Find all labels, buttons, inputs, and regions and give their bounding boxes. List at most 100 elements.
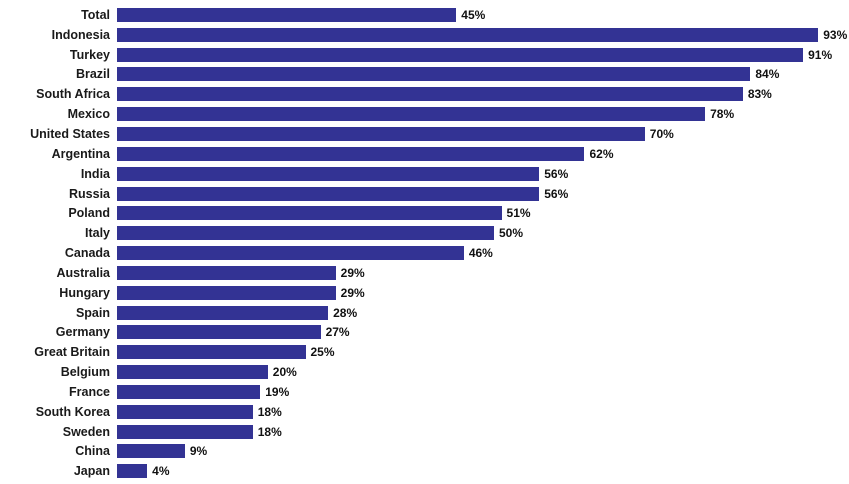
- bar: [117, 305, 329, 320]
- bar-track: 93%: [117, 27, 849, 42]
- value-label: 56%: [544, 186, 569, 201]
- bar: [117, 464, 148, 479]
- bar: [117, 246, 464, 261]
- bar: [117, 226, 494, 241]
- bar: [117, 47, 804, 62]
- category-label: United States: [30, 126, 110, 141]
- bar-row: Hungary 29%: [0, 283, 849, 303]
- category-label: Sweden: [62, 424, 110, 439]
- bar: [117, 325, 321, 340]
- bar: [117, 27, 819, 42]
- bar: [117, 365, 268, 380]
- bar: [117, 285, 336, 300]
- bar: [117, 87, 743, 102]
- category-label: Total: [81, 7, 110, 22]
- value-label: 18%: [257, 404, 282, 419]
- bar-row: France 19%: [0, 382, 849, 402]
- bar-track: 62%: [117, 146, 849, 161]
- bar: [117, 7, 457, 22]
- value-label: 91%: [808, 47, 833, 62]
- bar: [117, 444, 185, 459]
- bar-row: South Africa 83%: [0, 84, 849, 104]
- bar: [117, 126, 645, 141]
- bar-track: 25%: [117, 345, 849, 360]
- bar-track: 51%: [117, 206, 849, 221]
- value-label: 84%: [755, 67, 780, 82]
- bar-row: Canada 46%: [0, 243, 849, 263]
- category-label: Brazil: [75, 67, 110, 82]
- category-label: Spain: [75, 305, 110, 320]
- bar: [117, 345, 306, 360]
- bar: [117, 67, 751, 82]
- bar-row: Brazil 84%: [0, 65, 849, 85]
- category-label: Mexico: [67, 107, 110, 122]
- value-label: 19%: [265, 384, 290, 399]
- bar-track: 18%: [117, 404, 849, 419]
- value-label: 46%: [468, 246, 493, 261]
- bar-row: Spain 28%: [0, 303, 849, 323]
- category-label: India: [80, 166, 110, 181]
- bar-track: 20%: [117, 365, 849, 380]
- value-label: 29%: [340, 285, 365, 300]
- bar-row: Belgium 20%: [0, 362, 849, 382]
- category-label: Great Britain: [34, 345, 110, 360]
- bar-track: 9%: [117, 444, 849, 459]
- bar-row: Mexico 78%: [0, 104, 849, 124]
- bar-row: Germany 27%: [0, 323, 849, 343]
- bar: [117, 146, 585, 161]
- bar-track: 83%: [117, 87, 849, 102]
- bar-track: 46%: [117, 246, 849, 261]
- value-label: 50%: [499, 226, 524, 241]
- value-label: 28%: [333, 305, 358, 320]
- bar: [117, 166, 540, 181]
- bar-row: India 56%: [0, 164, 849, 184]
- bar: [117, 206, 502, 221]
- bar-track: 56%: [117, 186, 849, 201]
- bar-row: Turkey 91%: [0, 45, 849, 65]
- bar-track: 56%: [117, 166, 849, 181]
- value-label: 62%: [589, 146, 614, 161]
- category-label: Argentina: [51, 146, 110, 161]
- category-label: Indonesia: [51, 27, 110, 42]
- category-label: Italy: [84, 226, 110, 241]
- category-label: France: [69, 384, 110, 399]
- value-label: 70%: [649, 126, 674, 141]
- bar-row: United States 70%: [0, 124, 849, 144]
- value-label: 29%: [340, 265, 365, 280]
- bar-row: Indonesia 93%: [0, 25, 849, 45]
- bar: [117, 424, 253, 439]
- value-label: 27%: [325, 325, 350, 340]
- bar-track: 84%: [117, 67, 849, 82]
- bar-row: Total 45%: [0, 5, 849, 25]
- category-label: Canada: [64, 246, 110, 261]
- bar-track: 50%: [117, 226, 849, 241]
- bar: [117, 265, 336, 280]
- bar: [117, 384, 261, 399]
- bar: [117, 107, 706, 122]
- bar-track: 27%: [117, 325, 849, 340]
- category-label: Poland: [68, 206, 110, 221]
- bar: [117, 186, 540, 201]
- category-label: Hungary: [59, 285, 110, 300]
- bar-row: Sweden 18%: [0, 422, 849, 442]
- value-label: 20%: [272, 365, 297, 380]
- bar-track: 78%: [117, 107, 849, 122]
- value-label: 93%: [823, 27, 848, 42]
- bar-row: Japan 4%: [0, 461, 849, 481]
- bar-track: 28%: [117, 305, 849, 320]
- bar-track: 29%: [117, 265, 849, 280]
- category-label: China: [75, 444, 110, 459]
- value-label: 9%: [189, 444, 208, 459]
- bar-track: 45%: [117, 7, 849, 22]
- bar-track: 18%: [117, 424, 849, 439]
- value-label: 78%: [710, 107, 735, 122]
- category-label: Germany: [55, 325, 110, 340]
- value-label: 83%: [747, 87, 772, 102]
- category-label: South Africa: [36, 87, 110, 102]
- value-label: 51%: [506, 206, 531, 221]
- value-label: 45%: [461, 7, 486, 22]
- bar-track: 29%: [117, 285, 849, 300]
- category-label: Russia: [69, 186, 110, 201]
- value-label: 18%: [257, 424, 282, 439]
- value-label: 25%: [310, 345, 335, 360]
